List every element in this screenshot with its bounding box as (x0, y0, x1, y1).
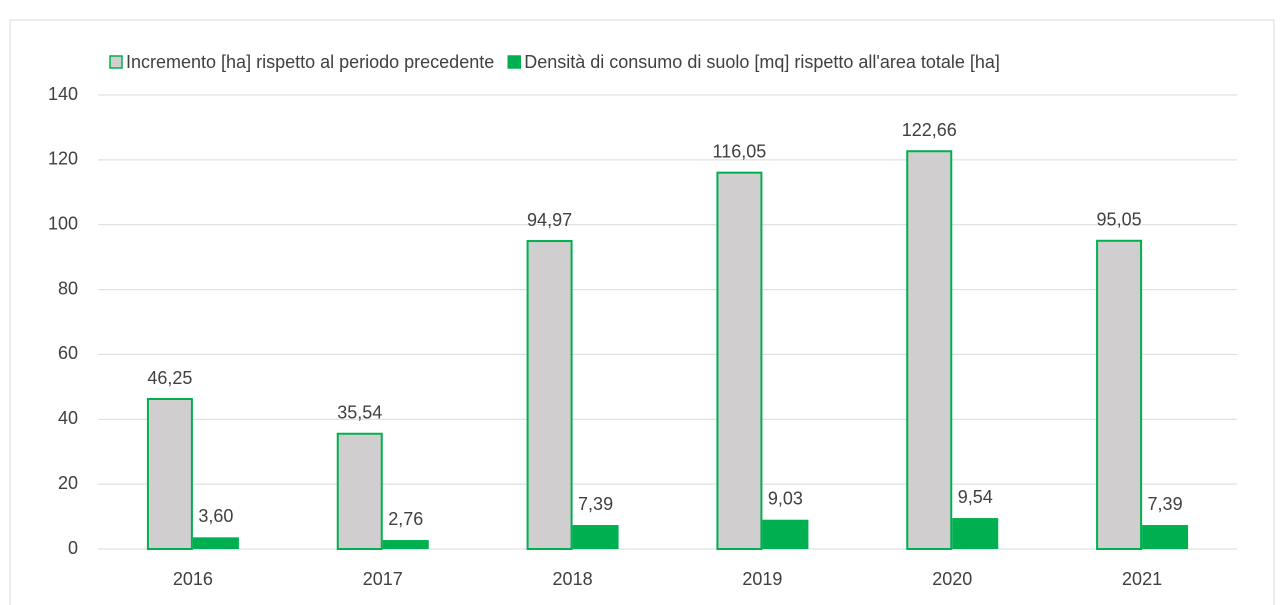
data-label: 2,76 (388, 509, 423, 529)
data-label: 46,25 (147, 368, 192, 388)
data-label: 7,39 (1148, 494, 1183, 514)
data-label: 9,03 (768, 488, 803, 508)
bar (952, 518, 999, 549)
x-tick-label: 2020 (932, 569, 972, 589)
legend-label: Densità di consumo di suolo [mq] rispett… (524, 52, 1000, 72)
x-tick-label: 2017 (363, 569, 403, 589)
x-tick-label: 2018 (553, 569, 593, 589)
data-label: 95,05 (1097, 210, 1142, 230)
y-tick-label: 20 (58, 473, 78, 493)
bar (1142, 525, 1189, 549)
bar (336, 432, 383, 551)
data-label: 122,66 (902, 120, 957, 140)
y-tick-label: 100 (48, 213, 78, 233)
bar (526, 240, 573, 551)
data-label: 7,39 (578, 494, 613, 514)
legend-swatch (109, 55, 123, 69)
data-label: 35,54 (337, 402, 382, 422)
data-label: 9,54 (958, 487, 993, 507)
legend-swatch (507, 55, 521, 69)
bar (572, 525, 619, 549)
bar (762, 519, 809, 549)
y-tick-label: 120 (48, 149, 78, 169)
data-label: 3,60 (198, 506, 233, 526)
bar (716, 171, 763, 550)
data-label: 116,05 (713, 141, 767, 161)
legend-label: Incremento [ha] rispetto al periodo prec… (126, 52, 494, 72)
y-tick-label: 40 (58, 408, 78, 428)
y-tick-label: 140 (48, 84, 78, 104)
data-label: 94,97 (527, 210, 572, 230)
y-tick-label: 0 (68, 538, 78, 558)
bar (1096, 239, 1143, 551)
bar (192, 537, 239, 549)
y-tick-label: 80 (58, 278, 78, 298)
bar (382, 540, 429, 549)
x-tick-label: 2016 (173, 569, 213, 589)
y-tick-label: 60 (58, 343, 78, 363)
x-tick-label: 2021 (1122, 569, 1162, 589)
x-tick-label: 2019 (742, 569, 782, 589)
bar (906, 150, 953, 550)
bar (146, 398, 193, 550)
chart-frame (9, 19, 1275, 605)
